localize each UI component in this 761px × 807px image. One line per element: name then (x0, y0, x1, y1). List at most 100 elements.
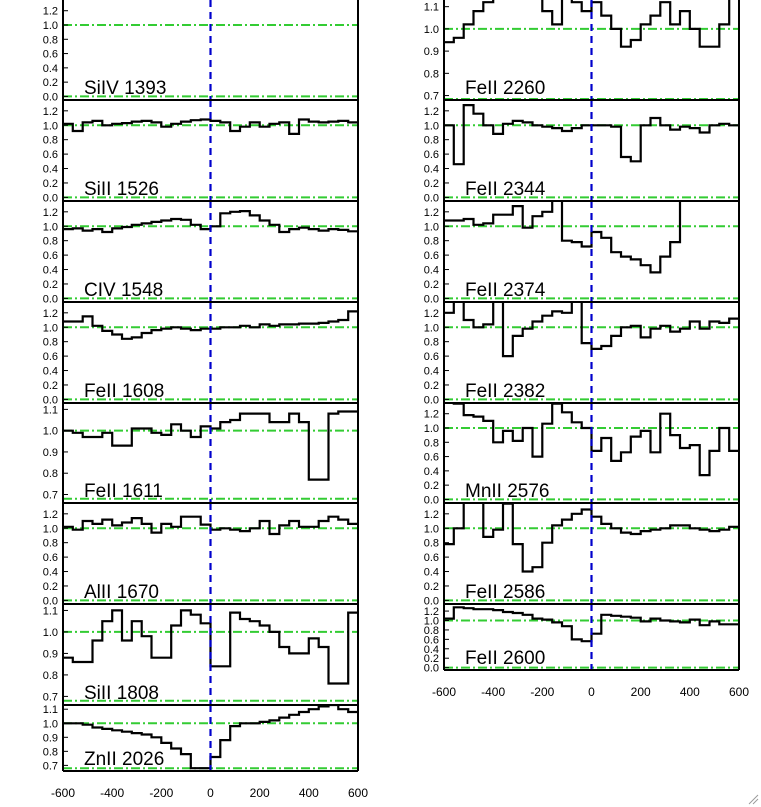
y-tick-label: 1.0 (43, 20, 58, 32)
y-tick-label: 0.6 (424, 452, 439, 464)
species-label: SiII 1526 (84, 179, 159, 200)
y-tick-label: 0.8 (424, 437, 439, 449)
spectrum-panel: 0.0 0.2 0.4 0.6 0.8 1.0 1.2 SiIV 1393 (43, 0, 359, 103)
species-label: FeII 2374 (465, 280, 546, 301)
y-tick-label: 0.8 (43, 468, 58, 480)
y-tick-label: 0.6 (424, 351, 439, 363)
y-tick-label: 1.1 (43, 704, 58, 716)
y-tick-label: 0.8 (43, 135, 58, 147)
y-tick-label: 1.1 (424, 2, 439, 14)
y-tick-label: 0.6 (43, 49, 58, 61)
species-label: FeII 2600 (465, 648, 545, 669)
y-tick-label: 0.8 (424, 135, 439, 147)
y-tick-label: 0.2 (43, 581, 58, 593)
species-label: AlII 1670 (84, 582, 159, 603)
spectrum-step-line (444, 0, 731, 48)
x-tick-label: 200 (250, 786, 270, 800)
x-tick-label: -400 (100, 786, 124, 800)
y-tick-label: 0.8 (43, 236, 58, 248)
species-label: MnII 2576 (465, 481, 550, 502)
y-tick-label: 1.0 (43, 426, 58, 438)
y-tick-label: 0.2 (424, 380, 439, 392)
spectrum-panel: 0.00.20.40.60.81.01.2 FeII 2600 (424, 603, 740, 675)
y-tick-label: 0.4 (424, 164, 439, 176)
y-tick-label: 1.1 (43, 605, 58, 617)
species-label: SiIV 1393 (84, 78, 166, 99)
y-tick-label: 0.0 (424, 663, 439, 675)
y-tick-label: 0.2 (43, 178, 58, 190)
y-tick-label: 1.0 (424, 120, 439, 132)
y-tick-label: 0.6 (424, 149, 439, 161)
y-tick-label: 1.2 (424, 606, 439, 618)
y-tick-label: 1.0 (43, 523, 58, 535)
y-tick-label: 0.8 (43, 34, 58, 46)
y-tick-label: 0.8 (424, 337, 439, 349)
y-tick-label: 0.0 (43, 91, 58, 103)
y-tick-label: 0.2 (43, 77, 58, 89)
spectrum-panel: 0.0 0.2 0.4 0.6 0.8 1.0 1.2 SiII 1526 (43, 99, 359, 204)
y-tick-label: 1.0 (424, 24, 439, 36)
y-tick-label: 0.6 (43, 351, 58, 363)
y-tick-label: 0.8 (43, 337, 58, 349)
species-label: FeII 2382 (465, 381, 545, 402)
y-tick-label: 0.8 (43, 538, 58, 550)
y-tick-label: 0.2 (43, 380, 58, 392)
x-tick-label: 400 (680, 685, 700, 699)
y-tick-label: 0.7 (43, 691, 58, 703)
spectrum-panel: 0.0 0.2 0.4 0.6 0.8 1.0 1.2 FeII 2344 (424, 99, 740, 204)
y-tick-label: 0.9 (43, 447, 58, 459)
y-tick-label: 1.0 (424, 322, 439, 334)
species-label: FeII 2586 (465, 582, 545, 603)
y-tick-label: 1.0 (424, 616, 439, 628)
y-tick-label: 0.7 (43, 760, 58, 772)
x-tick-label: -600 (51, 786, 75, 800)
y-tick-label: 1.2 (43, 509, 58, 521)
y-tick-label: 0.2 (424, 279, 439, 291)
species-label: CIV 1548 (84, 280, 163, 301)
spectrum-step-line (63, 310, 358, 340)
y-tick-label: 1.2 (43, 207, 58, 219)
y-tick-label: 1.0 (424, 423, 439, 435)
y-tick-label: 0.8 (424, 538, 439, 550)
y-tick-label: 0.2 (43, 279, 58, 291)
y-tick-label: 0.8 (424, 236, 439, 248)
y-tick-label: 1.2 (424, 207, 439, 219)
y-tick-label: 0.4 (424, 466, 439, 478)
y-tick-label: 0.4 (43, 164, 58, 176)
y-tick-label: 0.4 (424, 644, 439, 656)
y-tick-label: 1.1 (43, 404, 58, 416)
y-tick-label: 0.4 (43, 265, 58, 277)
y-tick-label: 0.8 (43, 746, 58, 758)
y-tick-label: 0.6 (43, 149, 58, 161)
spectrum-panel: 0.7 0.8 0.9 1.0 1.1 ZnII 2026 (43, 704, 359, 772)
y-tick-label: 0.4 (424, 567, 439, 579)
spectrum-step-line (63, 410, 358, 481)
spectrum-step-line (444, 201, 739, 274)
y-tick-label: 1.0 (43, 221, 58, 233)
spectrum-panel: 0.0 0.2 0.4 0.6 0.8 1.0 1.2 AlII 1670 (43, 502, 359, 607)
y-tick-label: 0.8 (424, 68, 439, 80)
spectrum-step-line (444, 606, 739, 643)
y-tick-label: 0.0 (424, 394, 439, 406)
y-tick-label: 0.6 (43, 552, 58, 564)
x-tick-label: -600 (432, 685, 456, 699)
x-tick-label: 0 (207, 786, 214, 800)
species-label: FeII 2260 (465, 78, 545, 99)
y-tick-label: 1.0 (43, 120, 58, 132)
y-tick-label: 0.7 (424, 91, 439, 103)
species-label: ZnII 2026 (84, 749, 164, 770)
y-tick-label: 1.2 (424, 106, 439, 118)
x-tick-label: -400 (481, 685, 505, 699)
y-tick-label: 0.0 (43, 192, 58, 204)
y-tick-label: 1.0 (43, 718, 58, 730)
x-tick-label: -200 (530, 685, 554, 699)
y-tick-label: 0.6 (424, 634, 439, 646)
species-label: SiII 1808 (84, 683, 159, 704)
y-tick-label: 0.4 (43, 63, 58, 75)
species-label: FeII 1608 (84, 381, 164, 402)
y-tick-label: 1.0 (43, 627, 58, 639)
x-tick-label: -200 (149, 786, 173, 800)
y-tick-label: 1.2 (43, 106, 58, 118)
